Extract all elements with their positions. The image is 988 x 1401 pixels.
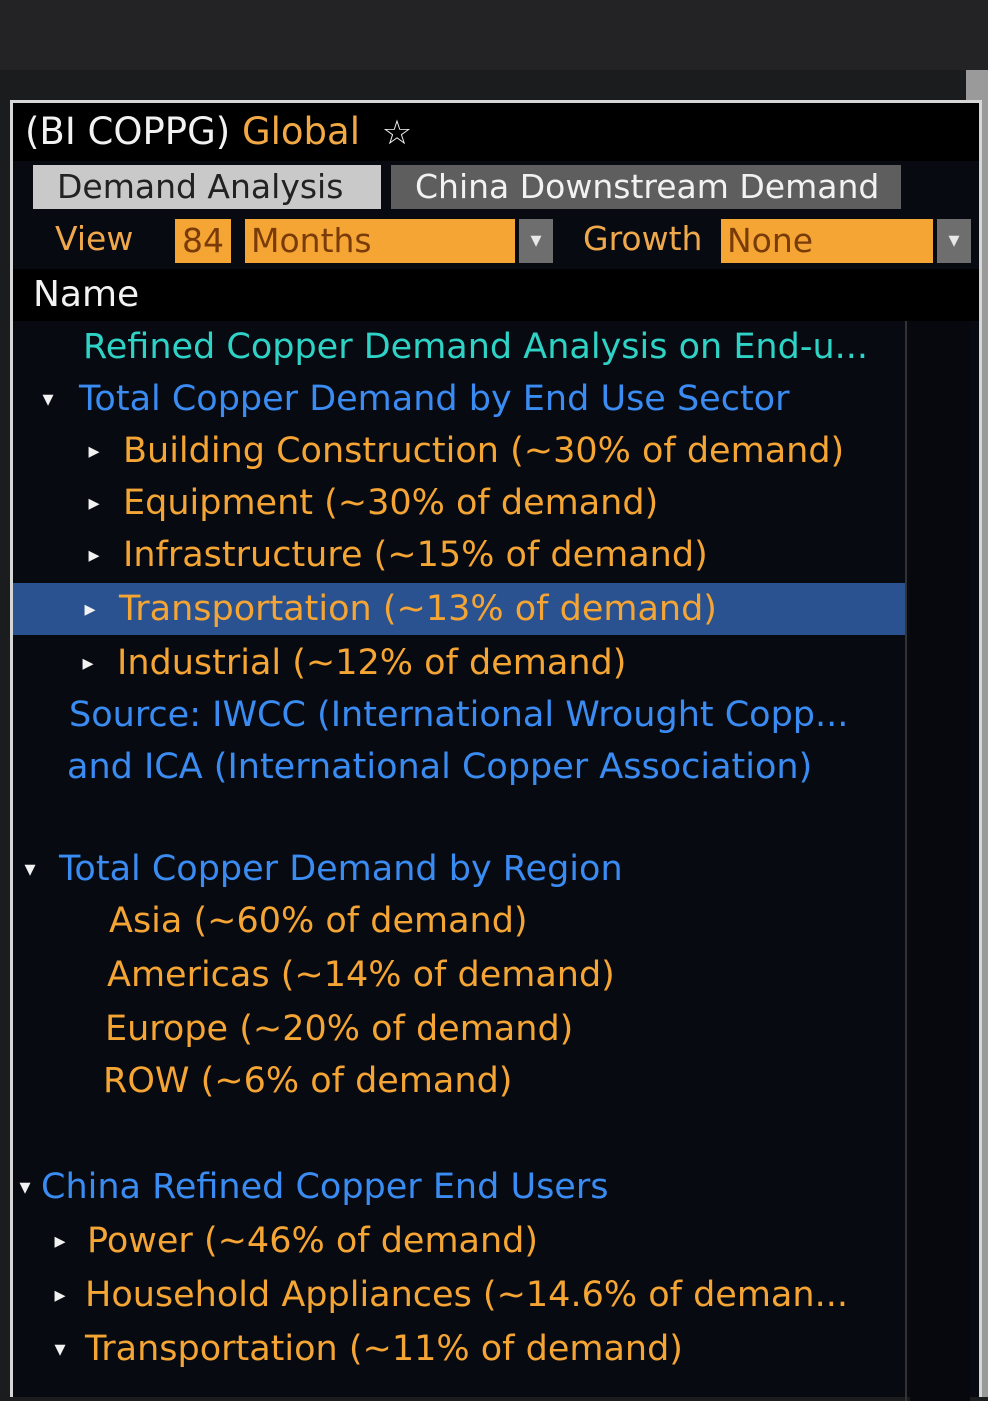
list-item[interactable]: Refined Copper Demand Analysis on End-u.… [13, 321, 905, 373]
collapse-icon[interactable]: ▾ [54, 1337, 66, 1362]
list-item-label: Power (~46% of demand) [87, 1221, 539, 1261]
scrollbar-track[interactable] [910, 321, 970, 1401]
expand-icon[interactable]: ▸ [54, 1283, 66, 1308]
expand-icon[interactable]: ▸ [88, 543, 100, 568]
growth-dropdown-icon[interactable]: ▾ [937, 219, 971, 263]
screen-bezel [0, 0, 988, 70]
list-item[interactable]: ▸ Equipment (~30% of demand) [13, 477, 905, 529]
period-dropdown-icon[interactable]: ▾ [519, 219, 553, 263]
list-item[interactable]: ▸ Household Appliances (~14.6% of deman..… [13, 1269, 905, 1321]
list-item[interactable]: Asia (~60% of demand) [13, 895, 905, 947]
list-item-label: Asia (~60% of demand) [109, 901, 528, 941]
collapse-icon[interactable]: ▾ [19, 1175, 31, 1200]
list-item[interactable]: ▾ Transportation (~11% of demand) [13, 1323, 905, 1375]
list-item[interactable]: ▾ Total Copper Demand by Region [13, 843, 905, 895]
tab-bar: Demand Analysis China Downstream Demand [13, 161, 979, 211]
list-item[interactable]: ▸ Industrial (~12% of demand) [13, 637, 905, 689]
period-select[interactable]: Months [245, 219, 515, 263]
list-item-selected[interactable]: ▸ Transportation (~13% of demand) [13, 583, 905, 635]
list-item[interactable]: ▾ China Refined Copper End Users [13, 1161, 905, 1213]
list-item-label: Building Construction (~30% of demand) [123, 431, 845, 471]
list-item-label: Equipment (~30% of demand) [123, 483, 659, 523]
view-label: View [55, 219, 134, 258]
list-item-label: Refined Copper Demand Analysis on End-u.… [83, 327, 869, 367]
tab-demand-analysis[interactable]: Demand Analysis [33, 165, 381, 209]
list-item[interactable]: ROW (~6% of demand) [13, 1055, 905, 1107]
expand-icon[interactable]: ▸ [88, 439, 100, 464]
title-bar: (BI COPPG) Global ☆ [13, 103, 979, 161]
list-item-label: China Refined Copper End Users [41, 1167, 609, 1207]
list-item: Source: IWCC (International Wrought Copp… [13, 689, 905, 741]
list-item-label: Americas (~14% of demand) [107, 955, 615, 995]
list-item-label: Industrial (~12% of demand) [117, 643, 627, 683]
tab-china-downstream-demand[interactable]: China Downstream Demand [391, 165, 901, 209]
growth-label: Growth [583, 219, 703, 258]
list-item-label: Total Copper Demand by End Use Sector [79, 379, 790, 419]
expand-icon[interactable]: ▸ [54, 1229, 66, 1254]
list-item-label: ROW (~6% of demand) [103, 1061, 513, 1101]
app-window: (BI COPPG) Global ☆ Demand Analysis Chin… [10, 100, 982, 1401]
source-text: and ICA (International Copper Associatio… [67, 747, 813, 787]
controls-bar: View 84 Months ▾ Growth None ▾ [13, 211, 979, 269]
subtitle-label: Global [241, 110, 360, 153]
list-item-label: Infrastructure (~15% of demand) [123, 535, 708, 575]
collapse-icon[interactable]: ▾ [24, 857, 36, 882]
star-icon[interactable]: ☆ [381, 113, 413, 153]
list-item: and ICA (International Copper Associatio… [13, 741, 905, 793]
list-item[interactable]: Europe (~20% of demand) [13, 1003, 905, 1055]
expand-icon[interactable]: ▸ [82, 651, 94, 676]
name-column-header[interactable]: Name [13, 269, 979, 321]
list-item-label: Total Copper Demand by Region [59, 849, 623, 889]
list-item[interactable]: ▾ Total Copper Demand by End Use Sector [13, 373, 905, 425]
ticker-label: (BI COPPG) [25, 110, 231, 153]
list-item[interactable]: Americas (~14% of demand) [13, 949, 905, 1001]
collapse-icon[interactable]: ▾ [42, 387, 54, 412]
list-item[interactable]: ▸ Power (~46% of demand) [13, 1215, 905, 1267]
view-count-input[interactable]: 84 [175, 219, 231, 263]
list-item[interactable]: ▸ Infrastructure (~15% of demand) [13, 529, 905, 581]
list-item-label: Transportation (~11% of demand) [85, 1329, 683, 1369]
list-item-label: Transportation (~13% of demand) [119, 589, 717, 629]
tree-list: Refined Copper Demand Analysis on End-u.… [13, 321, 907, 1401]
list-item-label: Europe (~20% of demand) [105, 1009, 574, 1049]
list-item-label: Household Appliances (~14.6% of deman... [85, 1275, 848, 1315]
source-text: Source: IWCC (International Wrought Copp… [69, 695, 849, 735]
expand-icon[interactable]: ▸ [84, 597, 96, 622]
expand-icon[interactable]: ▸ [88, 491, 100, 516]
growth-select[interactable]: None [721, 219, 933, 263]
list-item[interactable]: ▸ Building Construction (~30% of demand) [13, 425, 905, 477]
